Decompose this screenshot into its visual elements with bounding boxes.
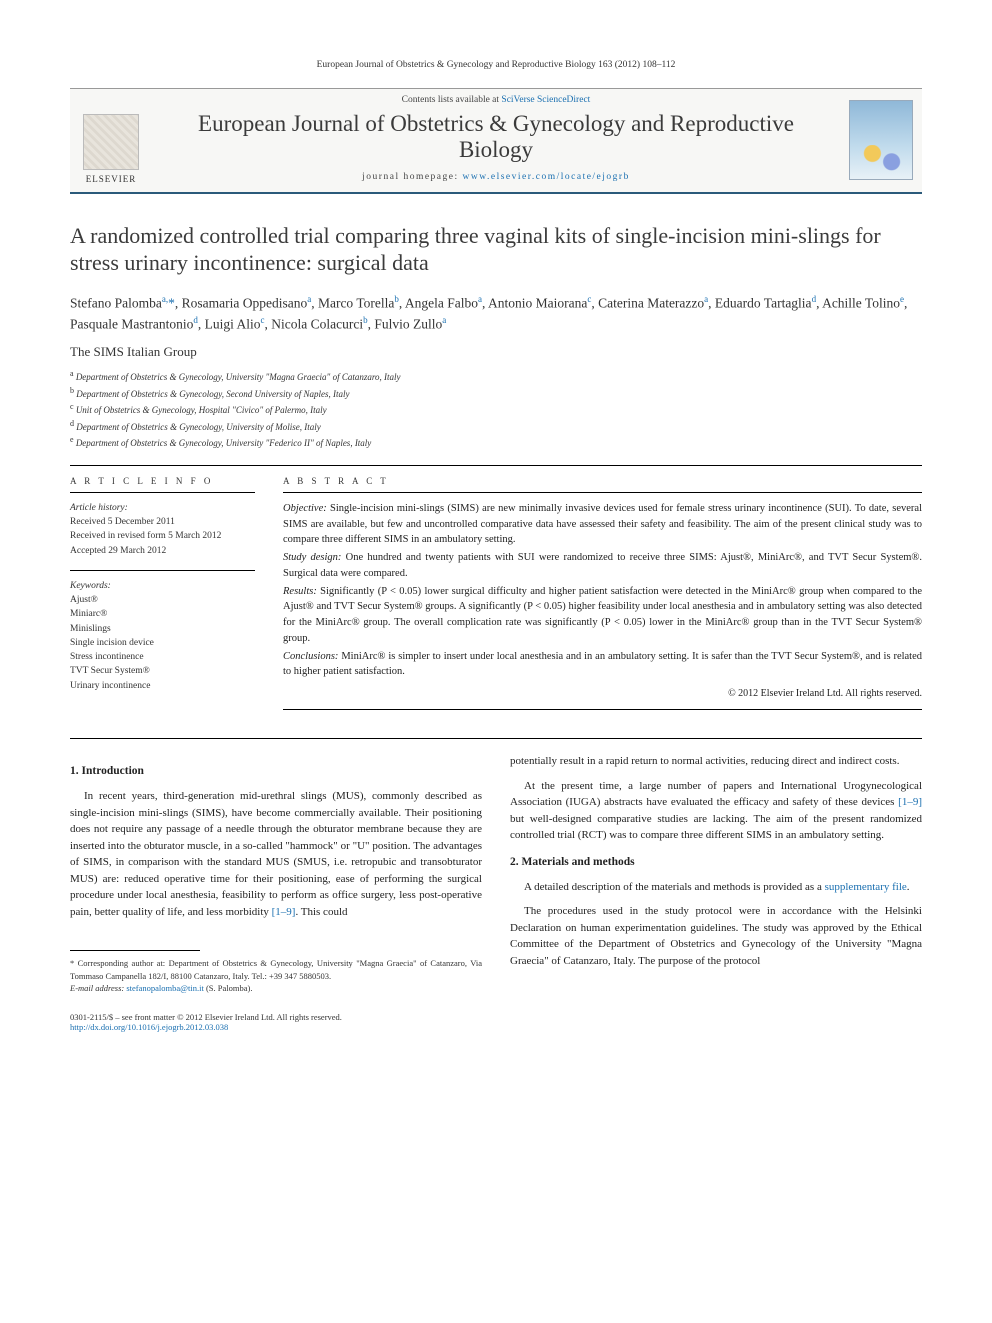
article-title: A randomized controlled trial comparing … <box>70 222 922 277</box>
affiliations: a Department of Obstetrics & Gynecology,… <box>70 368 922 451</box>
homepage-line: journal homepage: www.elsevier.com/locat… <box>160 172 832 182</box>
p-text: In recent years, third-generation mid-ur… <box>70 790 482 918</box>
section-2-heading: 2. Materials and methods <box>510 854 922 871</box>
history-received: Received 5 December 2011 <box>70 515 255 529</box>
journal-cover-icon <box>849 100 913 180</box>
homepage-prefix: journal homepage: <box>362 172 462 182</box>
abs-conclusions-label: Conclusions: <box>283 651 338 662</box>
article-history: Article history: Received 5 December 201… <box>70 501 255 558</box>
abs-design-label: Study design: <box>283 552 341 563</box>
divider <box>70 492 255 493</box>
keyword: Urinary incontinence <box>70 679 255 693</box>
history-accepted: Accepted 29 March 2012 <box>70 544 255 558</box>
abstract-copyright: © 2012 Elsevier Ireland Ltd. All rights … <box>283 686 922 701</box>
doi-link[interactable]: http://dx.doi.org/10.1016/j.ejogrb.2012.… <box>70 1022 228 1032</box>
divider <box>70 465 922 466</box>
contents-list-line: Contents lists available at SciVerse Sci… <box>160 95 832 105</box>
abs-objective-label: Objective: <box>283 503 327 514</box>
keyword: Stress incontinence <box>70 650 255 664</box>
issn-line: 0301-2115/$ – see front matter © 2012 El… <box>70 1012 922 1022</box>
abs-design: One hundred and twenty patients with SUI… <box>283 552 922 579</box>
cover-thumb-block <box>840 89 922 192</box>
p-text: At the present time, a large number of p… <box>510 780 922 809</box>
citation-link[interactable]: [1–9] <box>898 796 922 808</box>
elsevier-tree-icon <box>83 114 139 170</box>
article-info-heading: A R T I C L E I N F O <box>70 476 255 486</box>
abstract-body: Objective: Single-incision mini-slings (… <box>283 501 922 701</box>
author-list: Stefano Palombaa,*, Rosamaria Oppedisano… <box>70 293 922 335</box>
journal-masthead: ELSEVIER Contents lists available at Sci… <box>70 88 922 194</box>
body-paragraph: In recent years, third-generation mid-ur… <box>70 788 482 920</box>
running-header: European Journal of Obstetrics & Gynecol… <box>70 60 922 70</box>
body-text: 1. Introduction In recent years, third-g… <box>70 753 922 994</box>
divider <box>70 738 922 739</box>
journal-name: European Journal of Obstetrics & Gynecol… <box>160 111 832 164</box>
section-1-heading: 1. Introduction <box>70 763 482 780</box>
body-paragraph: A detailed description of the materials … <box>510 879 922 896</box>
keyword: Minislings <box>70 622 255 636</box>
abs-results-label: Results: <box>283 586 317 597</box>
sciencedirect-link[interactable]: SciVerse ScienceDirect <box>501 95 590 105</box>
author-group: The SIMS Italian Group <box>70 344 922 360</box>
keyword: Miniarc® <box>70 607 255 621</box>
footnote-rule <box>70 950 200 951</box>
citation-link[interactable]: [1–9] <box>272 906 296 918</box>
keyword: Single incision device <box>70 636 255 650</box>
history-revised: Received in revised form 5 March 2012 <box>70 529 255 543</box>
divider <box>70 570 255 571</box>
abs-objective: Single-incision mini-slings (SIMS) are n… <box>283 503 922 546</box>
abs-conclusions: MiniArc® is simpler to insert under loca… <box>283 651 922 678</box>
front-matter-line: 0301-2115/$ – see front matter © 2012 El… <box>70 1012 922 1032</box>
corresponding-footnote: * Corresponding author at: Department of… <box>70 957 482 994</box>
abstract-heading: A B S T R A C T <box>283 476 922 486</box>
divider <box>283 709 922 710</box>
keywords-block: Keywords: Ajust® Miniarc® Minislings Sin… <box>70 579 255 693</box>
keywords-label: Keywords: <box>70 579 255 593</box>
body-paragraph: potentially result in a rapid return to … <box>510 753 922 770</box>
p-text: . This could <box>295 906 347 918</box>
supplementary-link[interactable]: supplementary file <box>825 881 907 893</box>
body-paragraph: At the present time, a large number of p… <box>510 778 922 844</box>
corr-label: * Corresponding author at: <box>70 958 165 968</box>
email-label: E-mail address: <box>70 983 124 993</box>
p-text: . <box>907 881 910 893</box>
contents-prefix: Contents lists available at <box>402 95 502 105</box>
publisher-block: ELSEVIER <box>70 89 152 192</box>
keyword: Ajust® <box>70 593 255 607</box>
p-text: but well-designed comparative studies ar… <box>510 813 922 842</box>
body-paragraph: The procedures used in the study protoco… <box>510 903 922 969</box>
divider <box>283 492 922 493</box>
keyword: TVT Secur System® <box>70 664 255 678</box>
homepage-link[interactable]: www.elsevier.com/locate/ejogrb <box>463 172 630 182</box>
history-label: Article history: <box>70 501 255 515</box>
email-link[interactable]: stefanopalomba@tin.it <box>126 983 203 993</box>
publisher-name: ELSEVIER <box>86 174 137 184</box>
p-text: A detailed description of the materials … <box>524 881 825 893</box>
abs-results: Significantly (P < 0.05) lower surgical … <box>283 586 922 644</box>
email-who: (S. Palomba). <box>204 983 253 993</box>
